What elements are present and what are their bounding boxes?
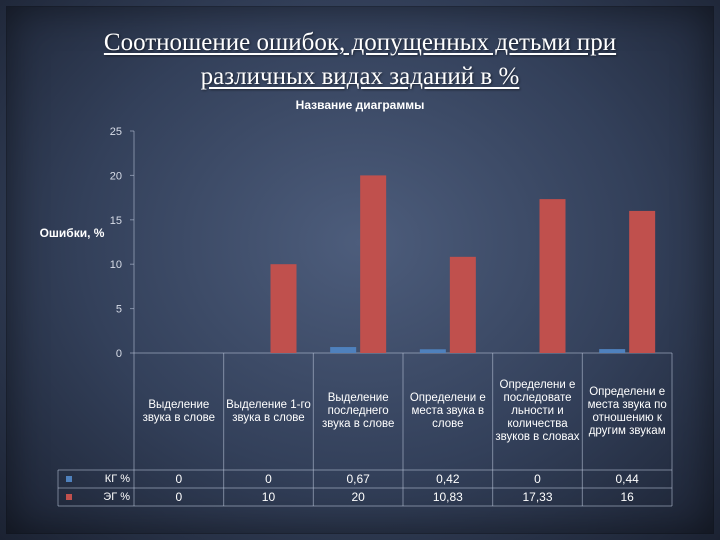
category-label: Выделение последнего звука в слове (321, 392, 395, 430)
y-axis-label: Ошибки, % (39, 226, 105, 240)
slide-frame (6, 6, 714, 534)
y-tick-label: 15 (110, 215, 122, 227)
slide-title: Соотношение ошибок, допущенных детьми пр… (40, 26, 680, 94)
legend-swatch-kg (66, 476, 72, 482)
data-cell-eg: 0 (175, 490, 183, 504)
data-cell-kg: 0,44 (615, 472, 639, 486)
y-tick-label: 20 (110, 170, 122, 182)
category-label: Определени е последовате льности и колич… (495, 379, 580, 443)
bar-kg (599, 349, 626, 353)
bar-eg (270, 264, 297, 353)
data-cell-kg: 0 (534, 472, 541, 486)
chart-title: Название диаграммы (295, 98, 425, 112)
data-cell-eg: 20 (351, 490, 365, 504)
data-cell-kg: 0 (175, 472, 183, 486)
category-label: Выделение 1-го звука в слове (226, 398, 311, 424)
legend-label-eg: ЭГ % (103, 491, 130, 503)
bar-kg (419, 349, 446, 353)
bar-eg (539, 199, 566, 353)
bar-eg (629, 210, 656, 353)
data-cell-eg: 10,83 (432, 490, 463, 504)
category-label: Определени е места звука по отношению к … (587, 385, 667, 437)
y-tick-label: 5 (116, 304, 122, 316)
data-cell-eg: 17,33 (522, 490, 553, 504)
y-tick-label: 10 (110, 259, 122, 271)
bar-eg (360, 175, 387, 353)
y-tick-label: 0 (116, 348, 122, 360)
data-cell-kg: 0,42 (436, 472, 460, 486)
legend-swatch-eg (66, 494, 72, 500)
data-cell-eg: 10 (261, 490, 276, 504)
legend-label-kg: КГ % (104, 473, 130, 485)
bar-kg (330, 347, 357, 353)
slide-title-line-1: Соотношение ошибок, допущенных детьми пр… (103, 29, 617, 56)
data-cell-kg: 0 (265, 472, 272, 486)
y-tick-label: 25 (110, 126, 122, 138)
bar-eg (449, 256, 476, 353)
slide-title-line-2: различных видах заданий в % (200, 63, 520, 90)
data-cell-kg: 0,67 (346, 472, 370, 486)
data-cell-eg: 16 (620, 490, 634, 504)
category-label: Определени е места звука в слове (409, 392, 486, 430)
category-label: Выделение звука в слове (142, 398, 216, 424)
